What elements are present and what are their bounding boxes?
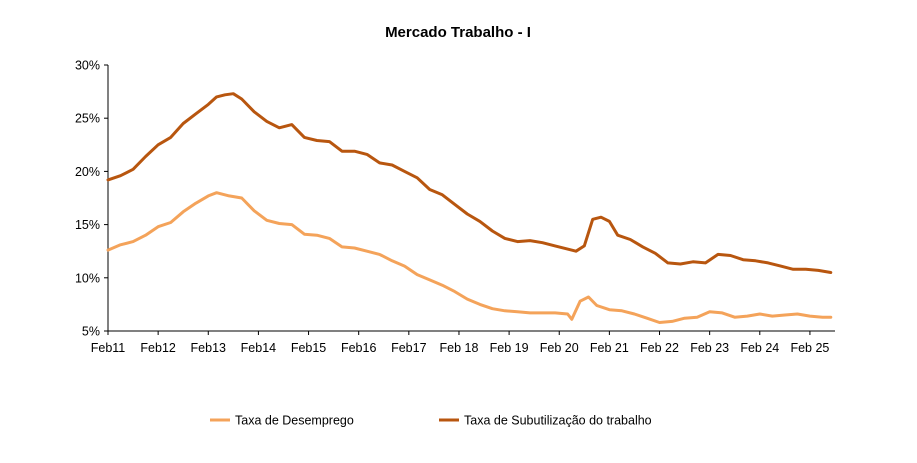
y-tick-label: 20% [75, 165, 100, 179]
x-tick-label: Feb12 [140, 341, 175, 355]
x-tick-label: Feb 25 [790, 341, 829, 355]
legend: Taxa de Desemprego Taxa de Subutilização … [210, 414, 652, 428]
x-tick-label: Feb13 [191, 341, 226, 355]
y-tick-label: 10% [75, 271, 100, 285]
y-tick-label: 25% [75, 112, 100, 126]
series-line-taxa-de-subutilizacao [106, 92, 833, 274]
x-tick-label: Feb11 [91, 341, 126, 355]
legend-label: Taxa de Desemprego [235, 414, 354, 428]
x-tick-label: Feb 22 [640, 341, 679, 355]
legend-label: Taxa de Subutilização do trabalho [464, 414, 652, 428]
x-tick-label: Feb 21 [590, 341, 629, 355]
y-tick-label: 5% [82, 325, 100, 339]
x-tick-label: Feb17 [391, 341, 426, 355]
x-tick-label: Feb 19 [490, 341, 529, 355]
x-tick-label: Feb 18 [440, 341, 479, 355]
x-tick-label: Feb 23 [690, 341, 729, 355]
chart-title: Mercado Trabalho - I [385, 24, 531, 41]
axes: 5% 10% 15% 20% 25% 30% Feb11 Feb12 Feb13 Feb14 Feb… [75, 59, 835, 355]
x-tick-label: Feb 20 [540, 341, 579, 355]
y-tick-label: 30% [75, 59, 100, 73]
x-tick-label: Feb16 [341, 341, 376, 355]
x-tick-label: Feb 24 [740, 341, 779, 355]
series-layer [106, 92, 833, 324]
x-tick-label: Feb15 [291, 341, 326, 355]
x-tick-label: Feb14 [241, 341, 276, 355]
series-line-taxa-de-desemprego [106, 191, 833, 324]
y-tick-label: 15% [75, 218, 100, 232]
